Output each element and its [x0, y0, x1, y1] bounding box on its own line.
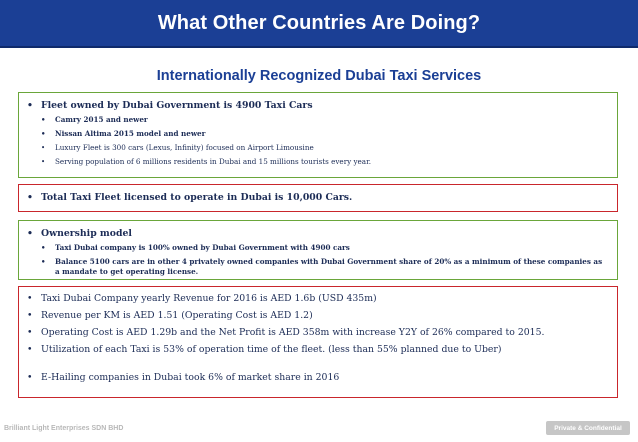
fleet-ownership-box: • Fleet owned by Dubai Government is 490… [18, 92, 618, 178]
financials-box: • Taxi Dubai Company yearly Revenue for … [18, 286, 618, 398]
list-item: • Utilization of each Taxi is 53% of ope… [27, 344, 609, 356]
list-item-text: Operating Cost is AED 1.29b and the Net … [41, 327, 545, 338]
list-item-text: Balance 5100 cars are in other 4 private… [55, 257, 603, 276]
list-item-text: Serving population of 6 millions residen… [55, 157, 371, 166]
list-item: • Nissan Altima 2015 model and newer [41, 129, 609, 139]
bullet-icon: • [41, 243, 46, 252]
total-fleet-item: • Total Taxi Fleet licensed to operate i… [27, 191, 609, 204]
spacer [27, 361, 609, 372]
list-item-text: Taxi Dubai Company yearly Revenue for 20… [41, 293, 377, 304]
bullet-icon: • [27, 310, 33, 321]
list-item-text: Revenue per KM is AED 1.51 (Operating Co… [41, 310, 313, 321]
bullet-icon: • [41, 144, 46, 152]
ownership-model-box: • Ownership model • Taxi Dubai company i… [18, 220, 618, 280]
list-item-text: Utilization of each Taxi is 53% of opera… [41, 344, 502, 355]
list-item: • Operating Cost is AED 1.29b and the Ne… [27, 327, 609, 339]
list-item: • Camry 2015 and newer [41, 115, 609, 125]
list-item: • Balance 5100 cars are in other 4 priva… [41, 257, 609, 277]
list-item-text: Taxi Dubai company is 100% owned by Duba… [55, 243, 350, 252]
confidential-badge: Private & Confidential [546, 421, 630, 435]
bullet-icon: • [41, 129, 46, 138]
total-fleet-box: • Total Taxi Fleet licensed to operate i… [18, 184, 618, 212]
ownership-heading: Ownership model [41, 228, 132, 239]
bullet-icon: • [27, 228, 33, 239]
bullet-icon: • [41, 257, 46, 266]
list-item-text: Camry 2015 and newer [55, 115, 148, 124]
list-item-text: Luxury Fleet is 300 cars (Lexus, Infinit… [55, 143, 314, 152]
ownership-heading-item: • Ownership model [27, 227, 609, 240]
list-item: • Luxury Fleet is 300 cars (Lexus, Infin… [41, 143, 609, 153]
bullet-icon: • [27, 327, 33, 338]
list-item: • Serving population of 6 millions resid… [41, 157, 609, 167]
bullet-icon: • [41, 158, 46, 166]
fleet-heading-item: • Fleet owned by Dubai Government is 490… [27, 99, 609, 112]
page-title: What Other Countries Are Doing? [157, 11, 481, 34]
list-item: • Taxi Dubai Company yearly Revenue for … [27, 293, 609, 305]
total-fleet-text: Total Taxi Fleet licensed to operate in … [41, 192, 353, 203]
bullet-icon: • [27, 100, 33, 111]
list-item: • Taxi Dubai company is 100% owned by Du… [41, 243, 609, 253]
list-item: • Revenue per KM is AED 1.51 (Operating … [27, 310, 609, 322]
list-item-text: Nissan Altima 2015 model and newer [55, 129, 206, 138]
list-item: • E-Hailing companies in Dubai took 6% o… [27, 372, 609, 384]
list-item-text: E-Hailing companies in Dubai took 6% of … [41, 372, 340, 383]
bullet-icon: • [27, 293, 33, 304]
fleet-heading: Fleet owned by Dubai Government is 4900 … [41, 100, 313, 111]
title-bar: What Other Countries Are Doing? [0, 0, 638, 48]
footer-company: Brilliant Light Enterprises SDN BHD [4, 425, 124, 432]
bullet-icon: • [27, 372, 33, 383]
bullet-icon: • [41, 115, 46, 124]
bullet-icon: • [27, 344, 33, 355]
section-subtitle: Internationally Recognized Dubai Taxi Se… [156, 68, 482, 84]
bullet-icon: • [27, 192, 33, 203]
